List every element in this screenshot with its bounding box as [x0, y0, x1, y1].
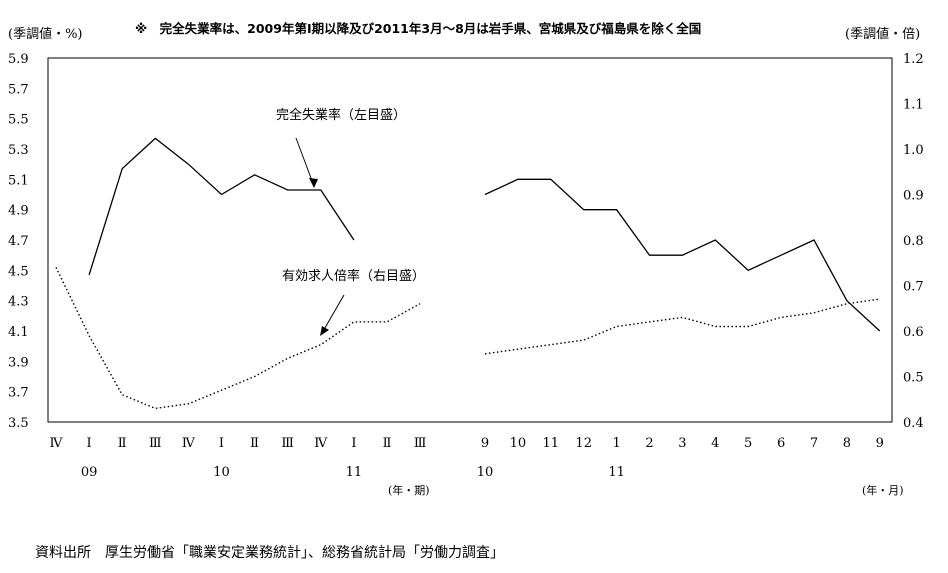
x-year-label: 09	[81, 465, 98, 480]
unemployment-rate-line	[484, 178, 881, 332]
series-layer	[55, 137, 881, 410]
left-tick-label: 5.5	[8, 113, 29, 128]
annotation-arrowhead-job-ratio	[320, 326, 329, 336]
x-tick-label: Ⅳ	[314, 436, 328, 451]
x-tick-label: 2	[645, 436, 653, 451]
x-tick-label: Ⅱ	[383, 436, 392, 451]
right-axis: 1.2 1.1 1.0 0.9 0.8 0.7 0.6 0.5 0.4	[903, 52, 924, 431]
x-tick-label: Ⅰ	[87, 436, 92, 451]
x-tick-label: 7	[810, 436, 818, 451]
x-tick-label: 3	[678, 436, 686, 451]
x-year-label: 10	[213, 465, 230, 480]
annotation-unemployment: 完全失業率（左目盛）	[276, 107, 406, 123]
annotation-arrowhead-unemployment	[309, 178, 318, 188]
job-openings-ratio-line	[484, 298, 880, 355]
unemployment-rate-line	[88, 137, 355, 276]
annotation-arrow-job-ratio	[321, 294, 345, 334]
left-tick-label: 5.1	[8, 173, 29, 188]
right-tick-label: 0.5	[903, 371, 924, 386]
x-tick-label: Ⅲ	[281, 436, 294, 451]
right-tick-label: 1.1	[903, 98, 924, 113]
x-tick-label: 9	[481, 436, 489, 451]
left-axis-unit: (季調値・%)	[8, 26, 83, 42]
x-tick-label: Ⅲ	[414, 436, 427, 451]
left-tick-label: 3.9	[8, 355, 29, 370]
x-tick-label: 11	[543, 436, 560, 451]
right-tick-label: 0.6	[903, 325, 924, 340]
x-tick-label: 4	[711, 436, 719, 451]
right-tick-label: 1.2	[903, 52, 924, 67]
annotation-arrow-unemployment	[295, 137, 315, 187]
left-tick-label: 4.7	[8, 234, 29, 249]
x-tick-label: Ⅱ	[118, 436, 127, 451]
x-axis-unit-quarter: (年・期)	[388, 483, 430, 497]
left-tick-label: 4.3	[8, 295, 29, 310]
right-tick-label: 0.9	[903, 189, 924, 204]
x-tick-label: Ⅳ	[182, 436, 196, 451]
left-tick-label: 3.7	[8, 386, 29, 401]
x-tick-label: 5	[744, 436, 752, 451]
x-axis-unit-month: (年・月)	[862, 483, 904, 497]
right-tick-label: 0.8	[903, 234, 924, 249]
x-tick-label: Ⅰ	[351, 436, 356, 451]
x-tick-label: Ⅱ	[250, 436, 259, 451]
x-tick-label: Ⅳ	[50, 436, 64, 451]
chart-note: ※ 完全失業率は、2009年第Ⅰ期以降及び2011年3月～8月は岩手県、宮城県及…	[135, 21, 701, 36]
x-tick-label: 10	[510, 436, 527, 451]
right-axis-unit: (季調値・倍)	[845, 26, 920, 42]
x-tick-label: 8	[843, 436, 851, 451]
right-tick-label: 0.7	[903, 280, 924, 295]
source-note: 資料出所 厚生労働省「職業安定業務統計」、総務省統計局「労働力調査」	[35, 545, 504, 561]
job-openings-ratio-line	[55, 266, 421, 410]
left-tick-label: 4.5	[8, 264, 29, 279]
x-tick-label: Ⅲ	[149, 436, 162, 451]
left-tick-label: 5.7	[8, 82, 29, 97]
x-tick-label: Ⅰ	[219, 436, 224, 451]
left-tick-label: 4.9	[8, 204, 29, 219]
left-tick-label: 5.3	[8, 143, 29, 158]
x-tick-label: 1	[612, 436, 620, 451]
x-tick-label: 9	[876, 436, 884, 451]
right-tick-label: 0.4	[903, 416, 924, 431]
left-tick-label: 5.9	[8, 52, 29, 67]
left-tick-label: 3.5	[8, 416, 29, 431]
x-year-label: 10	[477, 465, 494, 480]
annotation-job-ratio: 有効求人倍率（右目盛）	[282, 268, 425, 284]
right-tick-label: 1.0	[903, 143, 924, 158]
x-year-label: 11	[608, 465, 625, 480]
left-tick-label: 4.1	[8, 325, 29, 340]
x-tick-label: 12	[575, 436, 592, 451]
left-axis: 5.9 5.7 5.5 5.3 5.1 4.9 4.7 4.5 4.3 4.1 3.9 3.7 3.5	[8, 52, 29, 431]
x-year-label: 11	[346, 465, 363, 480]
plot-area	[47, 57, 893, 423]
x-tick-label: 6	[777, 436, 785, 451]
